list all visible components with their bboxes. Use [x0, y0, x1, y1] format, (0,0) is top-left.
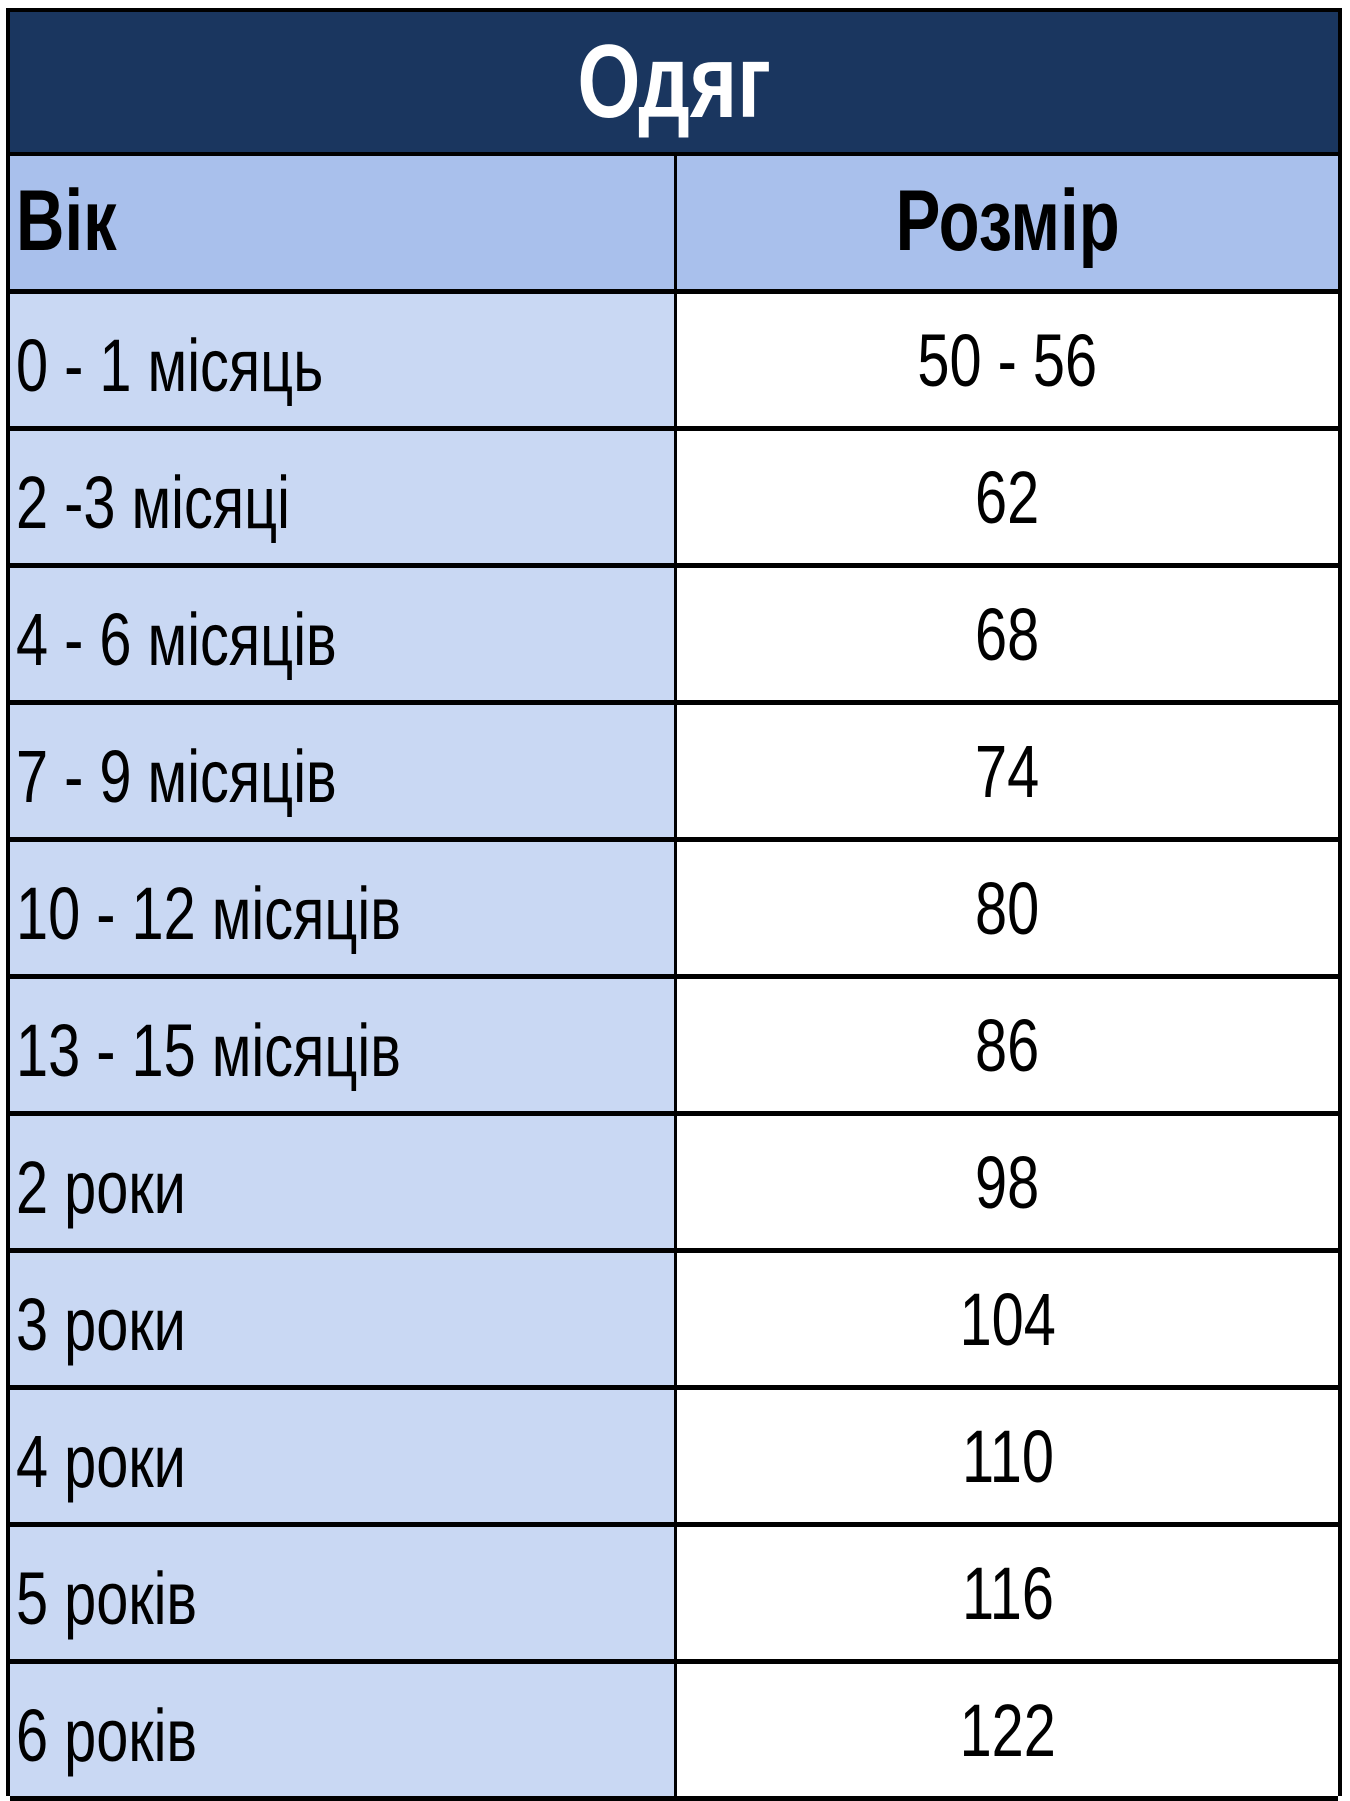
size-cell: 50 - 56 — [677, 294, 1338, 426]
age-text: 6 років — [16, 1694, 198, 1777]
age-text: 2 -3 місяці — [16, 461, 291, 544]
age-text: 3 роки — [16, 1283, 186, 1366]
age-text: 4 - 6 місяців — [16, 598, 337, 681]
header-size: Розмір — [677, 156, 1338, 289]
size-cell: 122 — [677, 1664, 1338, 1796]
age-cell: 4 роки — [10, 1390, 677, 1522]
size-text: 122 — [959, 1688, 1056, 1772]
table-row: 4 - 6 місяців 68 — [10, 568, 1338, 705]
age-cell: 2 -3 місяці — [10, 431, 677, 563]
size-cell: 62 — [677, 431, 1338, 563]
header-age: Вік — [10, 156, 677, 289]
age-cell: 13 - 15 місяців — [10, 979, 677, 1111]
size-table: Одяг Вік Розмір 0 - 1 місяць 50 - 56 2 -3 … — [6, 8, 1342, 1801]
size-cell: 116 — [677, 1527, 1338, 1659]
age-text: 0 - 1 місяць — [16, 324, 324, 407]
size-cell: 74 — [677, 705, 1338, 837]
age-cell: 7 - 9 місяців — [10, 705, 677, 837]
table-row: 4 роки 110 — [10, 1390, 1338, 1527]
size-cell: 80 — [677, 842, 1338, 974]
table-row: 2 роки 98 — [10, 1116, 1338, 1253]
size-cell: 86 — [677, 979, 1338, 1111]
age-text: 4 роки — [16, 1420, 186, 1503]
size-text: 62 — [975, 455, 1040, 539]
age-cell: 10 - 12 місяців — [10, 842, 677, 974]
header-row: Вік Розмір — [10, 156, 1338, 294]
table-row: 10 - 12 місяців 80 — [10, 842, 1338, 979]
age-text: 5 років — [16, 1557, 198, 1640]
table-row: 13 - 15 місяців 86 — [10, 979, 1338, 1116]
size-text: 68 — [975, 592, 1040, 676]
age-text: 10 - 12 місяців — [16, 872, 401, 955]
size-text: 116 — [961, 1551, 1054, 1635]
table-row: 2 -3 місяці 62 — [10, 431, 1338, 568]
size-cell: 98 — [677, 1116, 1338, 1248]
size-text: 80 — [975, 866, 1040, 950]
size-cell: 110 — [677, 1390, 1338, 1522]
size-text: 74 — [975, 729, 1040, 813]
table-row: 3 роки 104 — [10, 1253, 1338, 1390]
table-row: 6 років 122 — [10, 1664, 1338, 1801]
table-title-text: Одяг — [577, 23, 771, 140]
table-title: Одяг — [10, 12, 1338, 156]
size-text: 86 — [975, 1003, 1040, 1087]
age-cell: 4 - 6 місяців — [10, 568, 677, 700]
size-text: 104 — [959, 1277, 1056, 1361]
age-text: 7 - 9 місяців — [16, 735, 337, 818]
table-row: 0 - 1 місяць 50 - 56 — [10, 294, 1338, 431]
size-text: 50 - 56 — [917, 318, 1098, 402]
size-text: 98 — [975, 1140, 1040, 1224]
size-cell: 68 — [677, 568, 1338, 700]
age-text: 13 - 15 місяців — [16, 1009, 401, 1092]
age-cell: 2 роки — [10, 1116, 677, 1248]
age-cell: 0 - 1 місяць — [10, 294, 677, 426]
age-cell: 6 років — [10, 1664, 677, 1796]
table-row: 7 - 9 місяців 74 — [10, 705, 1338, 842]
table-row: 5 років 116 — [10, 1527, 1338, 1664]
age-cell: 5 років — [10, 1527, 677, 1659]
age-text: 2 роки — [16, 1146, 186, 1229]
age-cell: 3 роки — [10, 1253, 677, 1385]
size-text: 110 — [961, 1414, 1054, 1498]
size-cell: 104 — [677, 1253, 1338, 1385]
